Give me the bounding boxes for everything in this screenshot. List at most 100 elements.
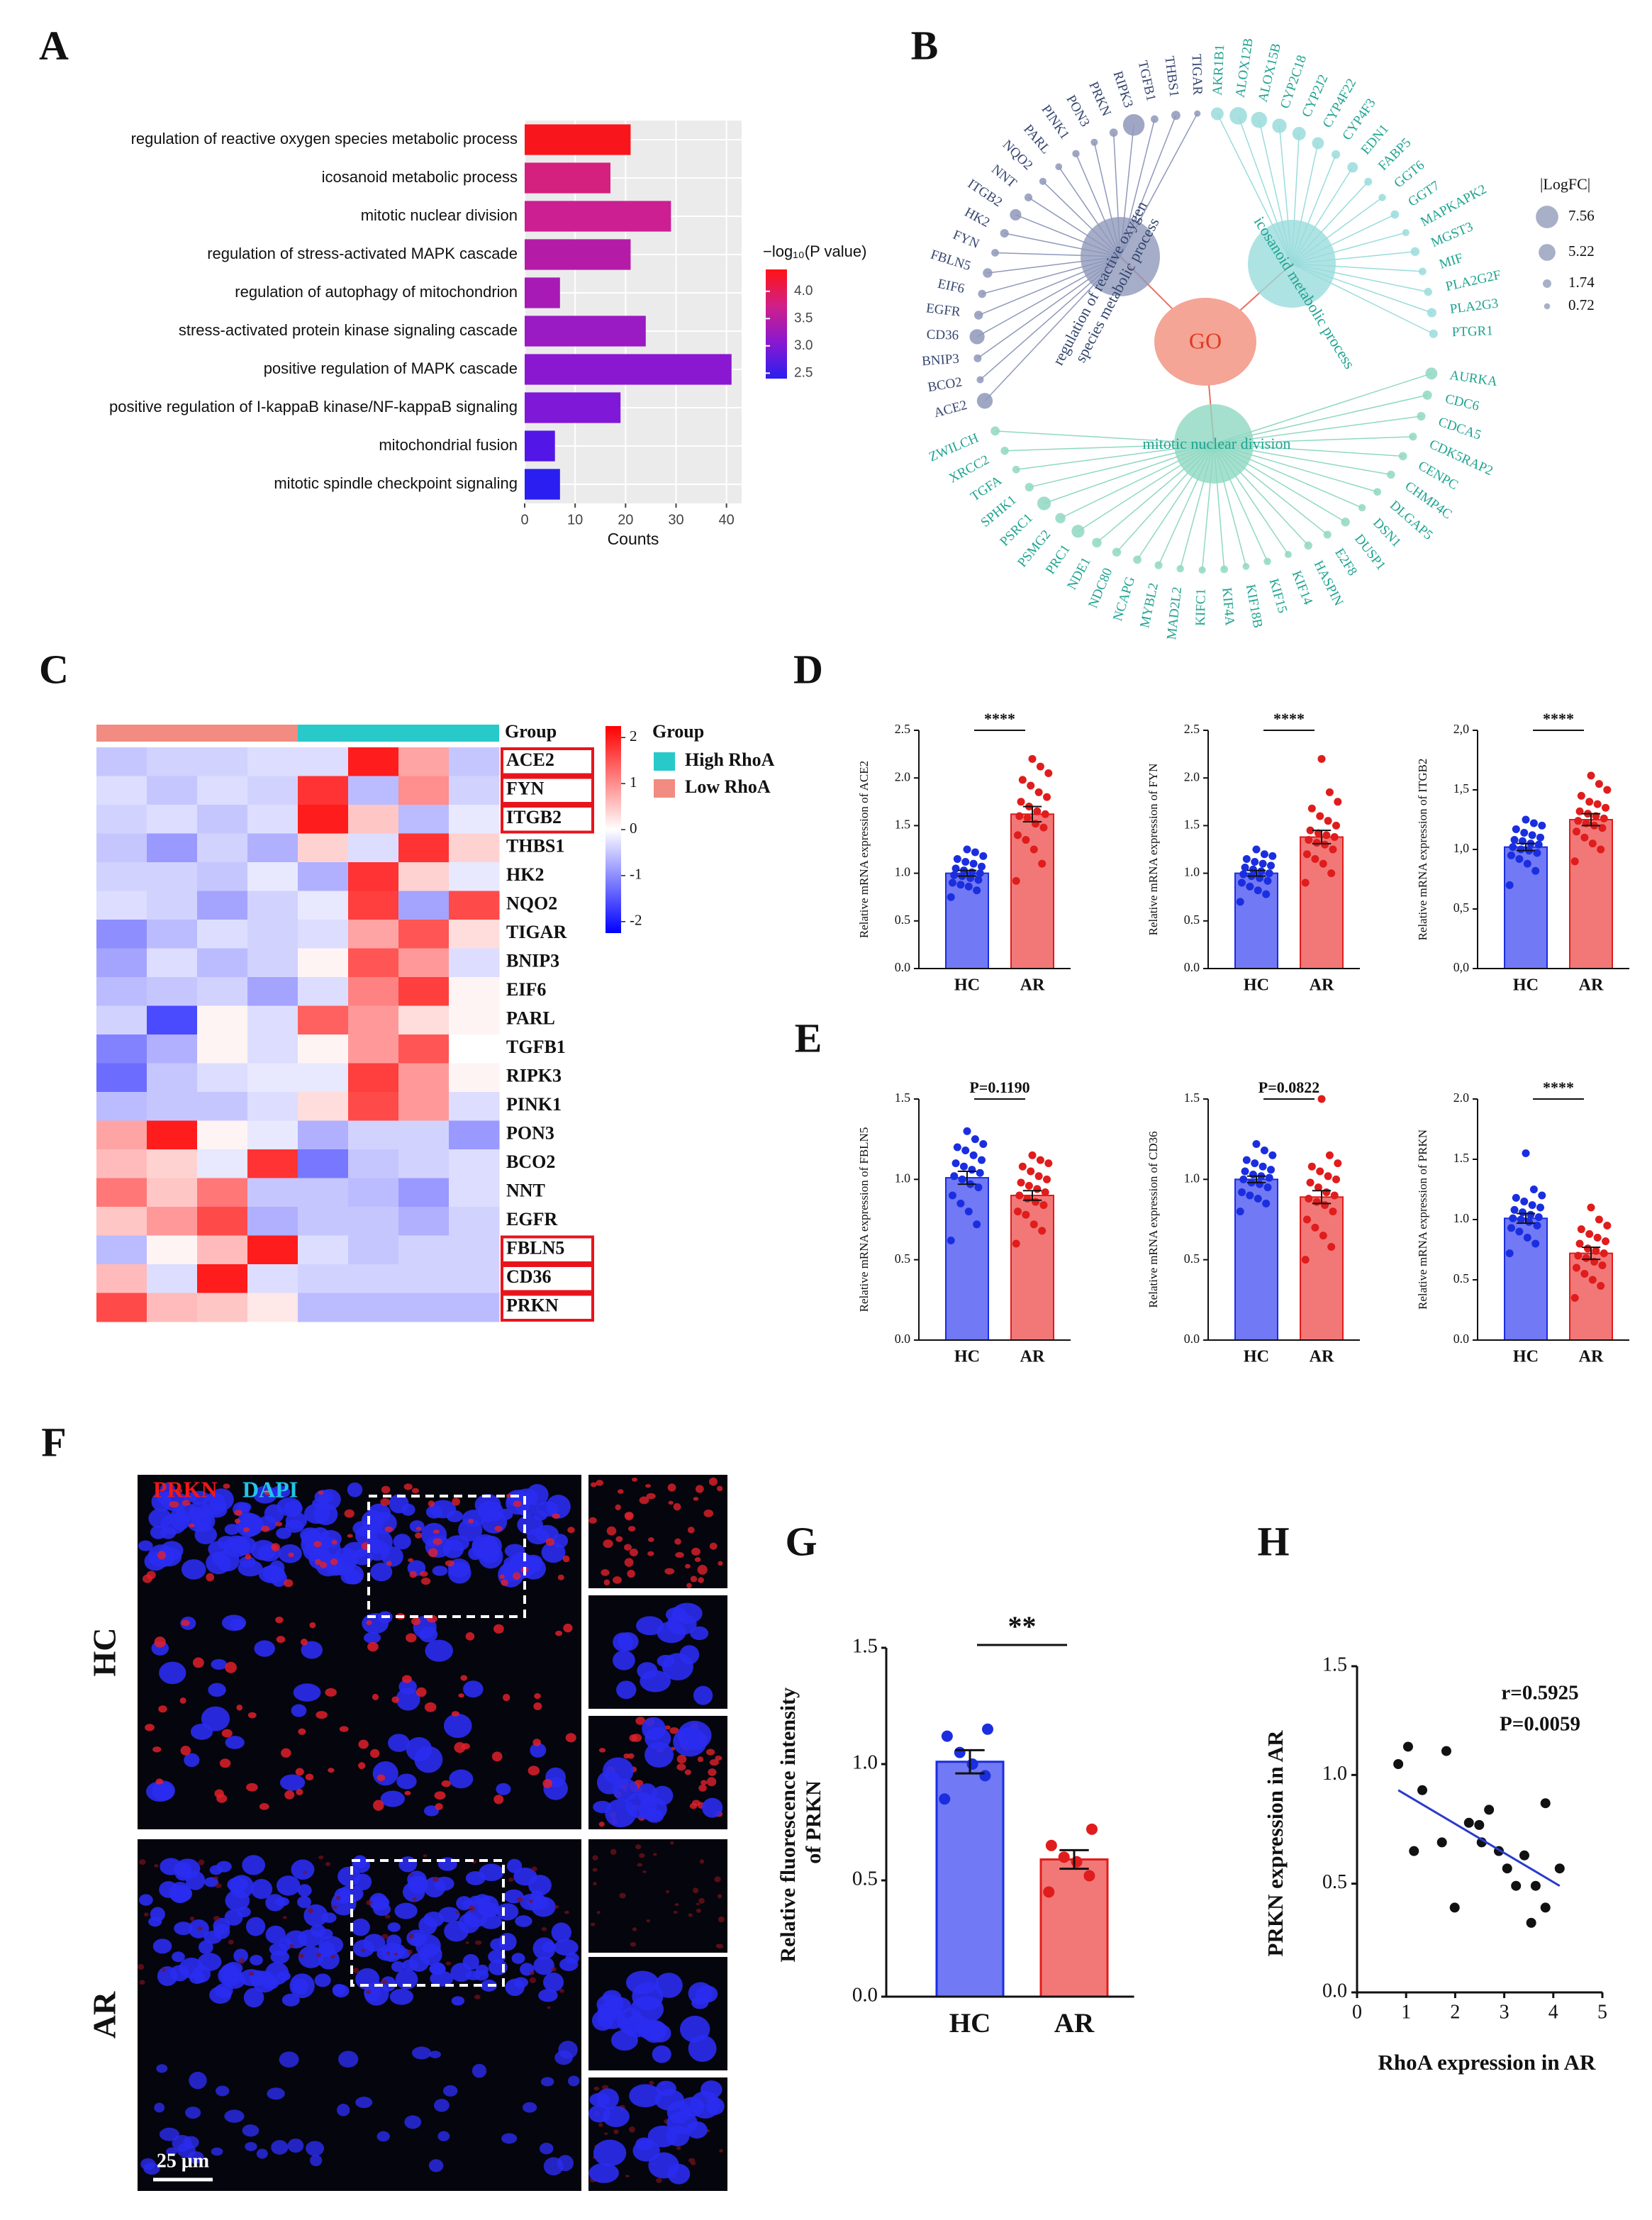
gene-node bbox=[1263, 557, 1271, 566]
data-point bbox=[1602, 1237, 1610, 1246]
heatmap-cell bbox=[449, 1063, 500, 1093]
cell bbox=[415, 1532, 423, 1539]
panel-label: H bbox=[1257, 1518, 1289, 1564]
data-point bbox=[964, 1207, 973, 1216]
data-point bbox=[1302, 1215, 1311, 1224]
heatmap-cell bbox=[348, 1005, 399, 1035]
cell bbox=[313, 1541, 322, 1548]
cell bbox=[148, 1508, 173, 1529]
data-point bbox=[1241, 864, 1249, 872]
heatmap-cell bbox=[247, 1264, 298, 1293]
data-point bbox=[1517, 1215, 1525, 1224]
cell bbox=[391, 1960, 405, 1973]
group-cell bbox=[197, 725, 247, 742]
significance-label: **** bbox=[984, 710, 1015, 727]
cell bbox=[185, 1870, 206, 1890]
data-point bbox=[1013, 1207, 1022, 1216]
cell bbox=[666, 1890, 669, 1894]
cell bbox=[474, 1940, 482, 1945]
cell bbox=[613, 1632, 634, 1652]
heatmap-cell bbox=[398, 1034, 450, 1064]
cell bbox=[180, 1746, 191, 1756]
significance-label: ** bbox=[1008, 1610, 1037, 1642]
data-point bbox=[968, 868, 976, 876]
gene-node bbox=[1429, 329, 1438, 338]
data-point bbox=[979, 1770, 991, 1782]
cell bbox=[370, 1562, 393, 1582]
y-axis-label: Relative mRNA expression of FBLN5 bbox=[857, 1127, 871, 1312]
data-point bbox=[1311, 1223, 1319, 1232]
heatmap-cell bbox=[147, 1293, 198, 1322]
data-point bbox=[978, 1156, 986, 1164]
category-label: mitotic spindle checkpoint signaling bbox=[274, 474, 518, 492]
data-point bbox=[1312, 839, 1321, 847]
cell bbox=[690, 1575, 698, 1583]
cell bbox=[596, 1479, 604, 1486]
y-tick-label: 1.0 bbox=[1184, 1171, 1200, 1185]
cell bbox=[181, 1559, 206, 1580]
group-cell bbox=[348, 725, 398, 742]
cell bbox=[298, 1953, 305, 1958]
panel-label: D bbox=[793, 646, 823, 692]
y-tick-label: 1.5 bbox=[1184, 1091, 1200, 1105]
heatmap-cell bbox=[197, 1034, 248, 1064]
cell bbox=[303, 1503, 330, 1524]
cell bbox=[154, 1864, 159, 1868]
data-point bbox=[1028, 1151, 1037, 1159]
cell bbox=[201, 1706, 230, 1731]
cell bbox=[596, 2088, 619, 2109]
zoom-box bbox=[367, 1495, 526, 1618]
heatmap-cell bbox=[449, 805, 500, 834]
data-point bbox=[1536, 833, 1545, 842]
heatmap-cell bbox=[96, 1178, 147, 1207]
cell bbox=[664, 1568, 675, 1575]
data-point bbox=[1039, 823, 1048, 832]
cell bbox=[610, 1848, 617, 1856]
heatmap-cell bbox=[197, 1235, 248, 1265]
cell bbox=[709, 1759, 720, 1766]
cell bbox=[588, 2104, 611, 2123]
cell bbox=[305, 1773, 314, 1780]
cell bbox=[325, 1862, 331, 1867]
gene-label: TGFB1 bbox=[1135, 59, 1159, 102]
gene-label: MGST3 bbox=[1429, 219, 1475, 250]
cell bbox=[289, 1943, 294, 1948]
heatmap-cell bbox=[449, 1264, 500, 1293]
cell bbox=[522, 2102, 537, 2113]
cell bbox=[503, 1693, 510, 1702]
y-tick-label: 2.5 bbox=[1184, 722, 1200, 736]
data-point bbox=[1327, 1243, 1336, 1251]
cell bbox=[593, 2086, 600, 2091]
x-tick-label: AR bbox=[1579, 1347, 1604, 1366]
data-point bbox=[950, 871, 959, 879]
cell bbox=[143, 2163, 160, 2175]
heatmap-cell bbox=[197, 1005, 248, 1035]
gene-node bbox=[1409, 433, 1417, 441]
cell bbox=[506, 1858, 523, 1873]
data-point bbox=[979, 1139, 988, 1148]
heatmap-cell bbox=[398, 1207, 450, 1236]
heatmap-cell bbox=[348, 862, 399, 891]
cell bbox=[291, 1704, 307, 1717]
data-point bbox=[1252, 1139, 1261, 1148]
data-point bbox=[1587, 771, 1595, 780]
data-point bbox=[953, 854, 961, 863]
bar bbox=[525, 392, 621, 423]
row-label: HC bbox=[86, 1628, 123, 1677]
panel-label: F bbox=[41, 1419, 66, 1465]
heatmap-cell bbox=[147, 805, 198, 834]
cell bbox=[331, 1539, 337, 1545]
heatmap-cell bbox=[298, 1178, 349, 1207]
data-point bbox=[1044, 1159, 1053, 1168]
cell bbox=[237, 1502, 252, 1512]
cell bbox=[423, 1805, 440, 1817]
cell bbox=[625, 2175, 630, 2178]
cell bbox=[648, 1537, 654, 1542]
gene-label: ALOX15B bbox=[1256, 42, 1284, 104]
cell bbox=[496, 1783, 511, 1795]
data-point bbox=[1254, 886, 1262, 895]
cell bbox=[632, 1927, 637, 1931]
cell bbox=[271, 2140, 289, 2155]
data-point bbox=[1511, 1880, 1522, 1891]
